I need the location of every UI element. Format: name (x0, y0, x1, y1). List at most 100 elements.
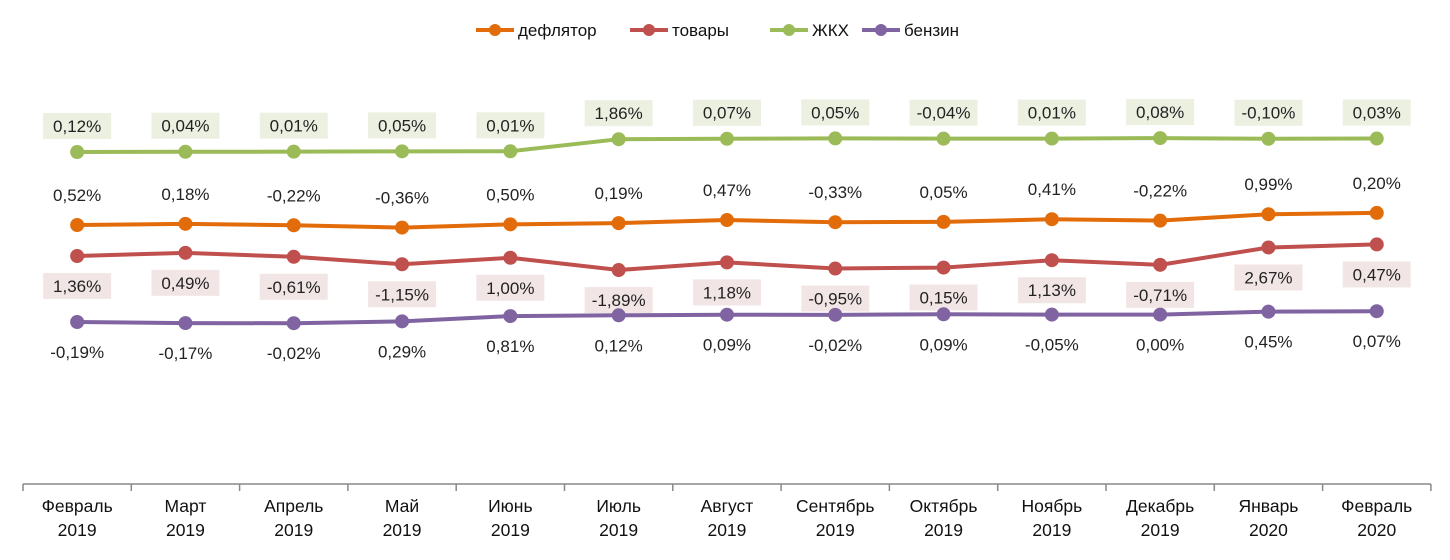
x-tick-label: Сентябрь (796, 496, 874, 516)
data-label: 1,36% (53, 277, 101, 296)
data-label: 0,49% (161, 274, 209, 293)
x-tick-label: 2019 (58, 520, 97, 540)
data-label: 0,81% (486, 337, 534, 356)
data-point (719, 255, 734, 270)
x-tick-label: Февраль (1341, 496, 1412, 516)
x-tick-label: 2020 (1249, 520, 1288, 540)
data-label: 0,20% (1353, 174, 1401, 193)
data-label: 0,07% (703, 104, 751, 123)
data-point (828, 131, 843, 146)
data-label-bg (801, 285, 870, 312)
data-label: 0,15% (919, 289, 967, 308)
data-point (286, 144, 301, 159)
data-point (395, 144, 410, 159)
data-point (1261, 131, 1276, 146)
data-label: -1,89% (592, 291, 646, 310)
data-point (1369, 237, 1384, 252)
data-label: 0,52% (53, 186, 101, 205)
legend-marker-icon (783, 24, 795, 36)
data-label-bg (801, 99, 870, 126)
data-label: 0,09% (919, 335, 967, 354)
legend-marker-icon (489, 24, 501, 36)
data-label: -0,02% (267, 344, 321, 363)
x-tick-label: 2019 (707, 520, 746, 540)
data-point (1153, 257, 1168, 272)
data-label-bg (1342, 261, 1411, 288)
data-label: -0,95% (808, 290, 862, 309)
data-point (1369, 131, 1384, 146)
data-point (1153, 131, 1168, 146)
data-label: 0,05% (378, 116, 426, 135)
data-label-bg (259, 112, 328, 139)
data-label: 0,47% (1353, 265, 1401, 284)
x-tick-label: Октябрь (910, 496, 978, 516)
data-label-bg (476, 274, 545, 301)
data-label: 0,47% (703, 181, 751, 200)
data-label-bg (1126, 281, 1195, 308)
x-tick-label: Декабрь (1126, 496, 1194, 516)
x-tick-label: Ноябрь (1021, 496, 1082, 516)
data-label-bg (259, 273, 328, 300)
data-label: 0,12% (53, 117, 101, 136)
data-label: 0,50% (486, 185, 534, 204)
data-point (1044, 253, 1059, 268)
data-point (286, 249, 301, 264)
data-point (611, 308, 626, 323)
x-tick-label: Январь (1238, 496, 1298, 516)
legend-label: товары (672, 21, 729, 40)
data-label: 1,00% (486, 279, 534, 298)
legend-item: дефлятор (476, 21, 597, 40)
data-label: 0,07% (1353, 332, 1401, 351)
legend-item: товары (630, 21, 729, 40)
legend-marker-icon (875, 24, 887, 36)
x-tick-label: Июль (596, 496, 641, 516)
data-point (719, 213, 734, 228)
x-tick-label: Май (385, 496, 419, 516)
data-point (828, 261, 843, 276)
data-point (178, 216, 193, 231)
data-label: -0,19% (50, 343, 104, 362)
data-label: -1,15% (375, 285, 429, 304)
data-label: 2,67% (1244, 268, 1292, 287)
x-tick-label: 2019 (166, 520, 205, 540)
x-tick-label: 2020 (1357, 520, 1396, 540)
data-label-bg (1234, 99, 1303, 126)
data-label-bg (1017, 277, 1086, 304)
data-label: 0,19% (595, 184, 643, 203)
data-label: 1,18% (703, 283, 751, 302)
data-point (70, 249, 85, 263)
data-label-bg (909, 99, 978, 126)
data-point (503, 217, 518, 232)
data-label: 0,41% (1028, 180, 1076, 199)
data-label: 1,86% (595, 104, 643, 123)
data-point (178, 245, 193, 260)
data-label: -0,22% (1133, 182, 1187, 201)
data-label-bg (368, 281, 437, 308)
data-label-bg (692, 99, 761, 126)
legend-marker-icon (643, 24, 655, 36)
x-tick-label: 2019 (274, 520, 313, 540)
data-point (936, 260, 951, 275)
data-point (719, 307, 734, 322)
data-label-bg (151, 112, 220, 139)
x-tick-label: Февраль (42, 496, 113, 516)
data-label: 0,12% (595, 336, 643, 355)
data-label: 0,01% (270, 117, 318, 136)
x-tick-label: 2019 (1032, 520, 1071, 540)
data-label-bg (692, 279, 761, 306)
data-label-bg (1126, 99, 1195, 126)
data-point (1153, 213, 1168, 228)
x-tick-label: 2019 (816, 520, 855, 540)
data-point (178, 316, 193, 331)
data-point (1044, 307, 1059, 322)
data-label-bg (43, 273, 112, 299)
data-label: -0,22% (267, 186, 321, 205)
data-point (1261, 207, 1276, 222)
data-label: 0,04% (161, 117, 209, 136)
data-point (828, 307, 843, 322)
data-label: 0,45% (1244, 333, 1292, 352)
x-tick-label: Август (701, 496, 754, 516)
data-point (936, 307, 951, 322)
